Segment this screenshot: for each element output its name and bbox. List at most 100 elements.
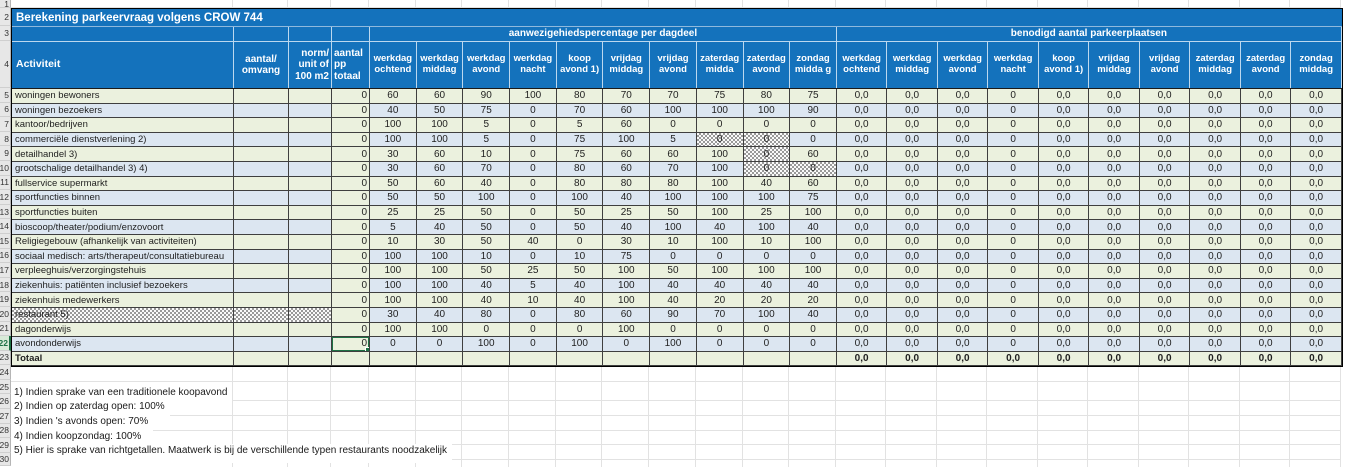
norm-cell[interactable] xyxy=(289,322,332,338)
norm-cell[interactable] xyxy=(289,234,332,250)
sheet-cell[interactable] xyxy=(602,0,650,8)
pp-total-cell[interactable]: 0 xyxy=(332,293,370,308)
presence-cell[interactable]: 0 xyxy=(416,337,464,352)
presence-cell[interactable]: 0 xyxy=(790,337,837,352)
presence-cell[interactable]: 40 xyxy=(463,176,511,192)
required-cell[interactable]: 0 xyxy=(988,147,1039,162)
sheet-cell[interactable] xyxy=(233,367,288,382)
required-cell[interactable]: 0,0 xyxy=(1089,264,1140,279)
sheet-cell[interactable] xyxy=(987,381,1038,402)
required-cell[interactable]: 0,0 xyxy=(1038,132,1090,148)
presence-cell[interactable]: 60 xyxy=(603,161,651,177)
required-cell[interactable]: 0,0 xyxy=(937,161,989,177)
required-cell[interactable]: 0,0 xyxy=(937,234,989,250)
total-required-cell[interactable]: 0,0 xyxy=(887,351,938,367)
required-cell[interactable]: 0,0 xyxy=(1240,191,1292,206)
presence-cell[interactable]: 0 xyxy=(556,234,604,250)
sheet-cell[interactable] xyxy=(1037,411,1089,431)
required-cell[interactable]: 0,0 xyxy=(1038,103,1090,119)
row-number-22[interactable]: 22 xyxy=(0,336,11,351)
sheet-cell[interactable] xyxy=(1088,440,1139,460)
required-cell[interactable]: 0,0 xyxy=(1240,176,1292,192)
sheet-cell[interactable] xyxy=(695,0,743,8)
presence-cell[interactable]: 50 xyxy=(370,176,417,192)
sheet-cell[interactable] xyxy=(1239,0,1291,8)
required-cell[interactable]: 0,0 xyxy=(1240,103,1292,119)
presence-cell[interactable]: 100 xyxy=(370,132,417,148)
sheet-cell[interactable] xyxy=(742,440,790,460)
presence-cell[interactable]: 100 xyxy=(696,205,744,221)
required-cell[interactable]: 0,0 xyxy=(1089,161,1140,177)
sheet-cell[interactable] xyxy=(555,454,603,467)
pp-total-cell[interactable]: 0 xyxy=(332,220,370,235)
pp-total-cell[interactable]: 0 xyxy=(332,147,370,162)
required-cell[interactable]: 0,0 xyxy=(887,103,938,119)
required-cell[interactable]: 0,0 xyxy=(1038,176,1090,192)
footnote-4[interactable]: 4) Indien koopzondag: 100% xyxy=(11,429,147,449)
norm-cell[interactable] xyxy=(289,264,332,279)
total-presence-cell[interactable] xyxy=(556,351,604,367)
presence-cell[interactable]: 100 xyxy=(790,264,837,279)
presence-cell[interactable]: 90 xyxy=(463,89,511,104)
required-cell[interactable]: 0,0 xyxy=(836,103,888,119)
sheet-cell[interactable] xyxy=(233,381,288,402)
sheet-cell[interactable] xyxy=(936,454,988,467)
required-cell[interactable]: 0,0 xyxy=(1291,205,1342,221)
required-cell[interactable]: 0,0 xyxy=(836,176,888,192)
presence-cell[interactable]: 50 xyxy=(370,191,417,206)
sheet-cell[interactable] xyxy=(555,425,603,446)
row-number-4[interactable]: 4 xyxy=(0,41,11,88)
presence-cell[interactable]: 0 xyxy=(743,147,791,162)
presence-cell[interactable]: 80 xyxy=(603,176,651,192)
presence-cell[interactable]: 0 xyxy=(510,147,557,162)
required-cell[interactable]: 0,0 xyxy=(1291,220,1342,235)
presence-cell[interactable]: 100 xyxy=(696,161,744,177)
pp-total-cell[interactable]: 0 xyxy=(332,249,370,265)
required-cell[interactable]: 0,0 xyxy=(1190,307,1241,323)
sheet-cell[interactable] xyxy=(288,0,331,8)
activity-cell[interactable]: dagonderwijs xyxy=(12,322,234,338)
sheet-cell[interactable] xyxy=(936,0,988,8)
required-cell[interactable]: 0 xyxy=(988,176,1039,192)
sheet-cell[interactable] xyxy=(742,367,790,382)
total-presence-cell[interactable] xyxy=(743,351,791,367)
presence-cell[interactable]: 100 xyxy=(556,191,604,206)
sheet-cell[interactable] xyxy=(509,381,556,402)
presence-cell[interactable]: 10 xyxy=(556,249,604,265)
sheet-cell[interactable] xyxy=(649,454,696,467)
pp-total-cell[interactable]: 0 xyxy=(332,307,370,323)
presence-cell[interactable]: 0 xyxy=(696,337,744,352)
sheet-cell[interactable] xyxy=(1037,425,1089,446)
required-cell[interactable]: 0,0 xyxy=(1291,278,1342,294)
activity-cell[interactable]: avondonderwijs xyxy=(12,337,234,352)
row-number-14[interactable]: 14 xyxy=(0,219,11,234)
activity-cell[interactable]: sociaal medisch: arts/therapeut/consulta… xyxy=(12,249,234,265)
sheet-cell[interactable] xyxy=(1138,440,1190,460)
norm-cell[interactable] xyxy=(289,249,332,265)
presence-cell[interactable]: 100 xyxy=(696,234,744,250)
required-cell[interactable]: 0,0 xyxy=(1240,89,1292,104)
required-cell[interactable]: 0,0 xyxy=(1038,147,1090,162)
required-cell[interactable]: 0,0 xyxy=(1089,249,1140,265)
sheet-cell[interactable] xyxy=(789,425,836,446)
presence-cell[interactable]: 5 xyxy=(650,132,697,148)
presence-cell[interactable]: 0 xyxy=(510,322,557,338)
required-cell[interactable]: 0,0 xyxy=(1240,337,1292,352)
presence-cell[interactable]: 100 xyxy=(650,337,697,352)
presence-cell[interactable]: 100 xyxy=(696,147,744,162)
required-cell[interactable]: 0,0 xyxy=(1190,161,1241,177)
presence-cell[interactable]: 20 xyxy=(790,293,837,308)
total-required-cell[interactable]: 0,0 xyxy=(1240,351,1292,367)
sheet-cell[interactable] xyxy=(695,440,743,460)
pp-total-cell[interactable]: 0 xyxy=(332,176,370,192)
required-cell[interactable]: 0,0 xyxy=(1139,220,1191,235)
required-cell[interactable]: 0,0 xyxy=(836,161,888,177)
required-cell[interactable]: 0,0 xyxy=(836,322,888,338)
presence-cell[interactable]: 50 xyxy=(463,220,511,235)
sheet-cell[interactable] xyxy=(1290,367,1341,382)
required-cell[interactable]: 0,0 xyxy=(1089,322,1140,338)
sheet-cell[interactable] xyxy=(886,425,937,446)
norm-cell[interactable] xyxy=(289,205,332,221)
sheet-cell[interactable] xyxy=(555,367,603,382)
activity-cell[interactable]: woningen bewoners xyxy=(12,89,234,104)
